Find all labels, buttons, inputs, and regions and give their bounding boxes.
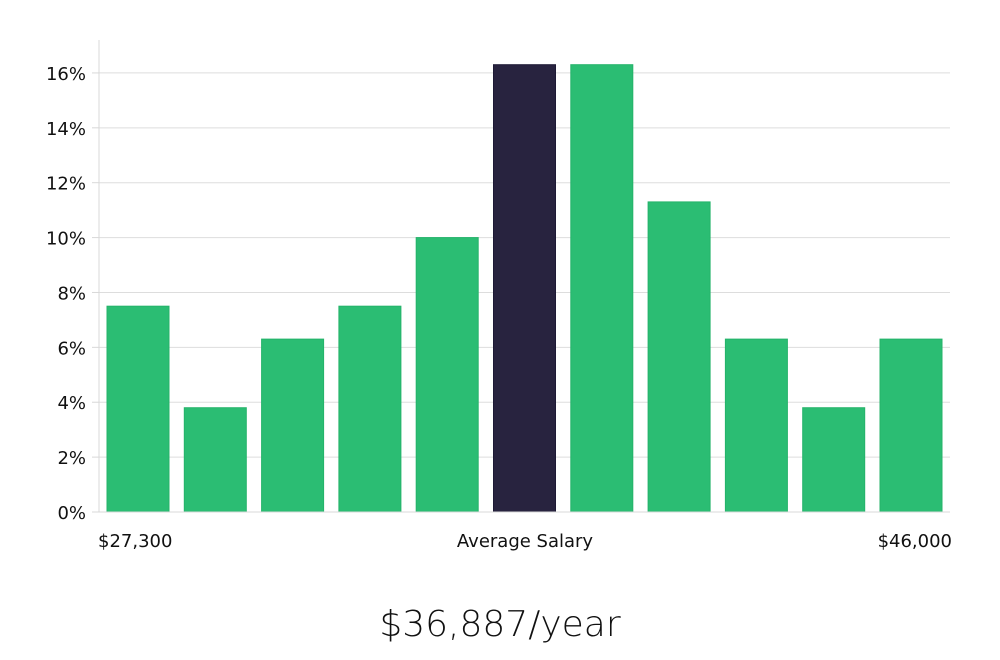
- histogram-bar: [183, 407, 247, 513]
- y-tick-label: 14%: [46, 119, 86, 140]
- average-bar: [493, 64, 556, 513]
- y-tick-label: 16%: [46, 64, 86, 85]
- histogram-bar: [261, 338, 325, 513]
- y-tick-label: 0%: [57, 503, 86, 524]
- histogram-bar: [802, 407, 866, 513]
- y-tick-label: 12%: [46, 174, 86, 195]
- chart-svg: 0% 2% 4% 6% 8% 10% 12% 14% 16% $27,300 Average S…: [46, 40, 952, 552]
- average-salary-value: $36,887/year: [379, 604, 621, 645]
- y-tick-label: 10%: [46, 229, 86, 250]
- histogram-bar: [879, 338, 943, 513]
- x-label-right: $46,000: [878, 531, 952, 552]
- histogram-bar: [338, 305, 402, 513]
- histogram-bar: [647, 201, 711, 513]
- histogram-bar: [570, 64, 634, 513]
- y-axis-ticks: 0% 2% 4% 6% 8% 10% 12% 14% 16%: [46, 64, 99, 524]
- y-tick-label: 4%: [57, 393, 86, 414]
- x-label-left: $27,300: [98, 531, 172, 552]
- x-axis-labels: $27,300 Average Salary $46,000: [98, 531, 952, 552]
- y-tick-label: 2%: [57, 448, 86, 469]
- y-tick-label: 6%: [57, 338, 86, 359]
- bars: [106, 64, 943, 513]
- x-label-center: Average Salary: [457, 531, 594, 552]
- histogram-bar: [415, 237, 479, 513]
- histogram-bar: [724, 338, 788, 513]
- histogram-bar: [106, 305, 170, 513]
- salary-histogram-chart: 0% 2% 4% 6% 8% 10% 12% 14% 16% $27,300 Average S…: [46, 40, 952, 552]
- y-tick-label: 8%: [57, 283, 86, 304]
